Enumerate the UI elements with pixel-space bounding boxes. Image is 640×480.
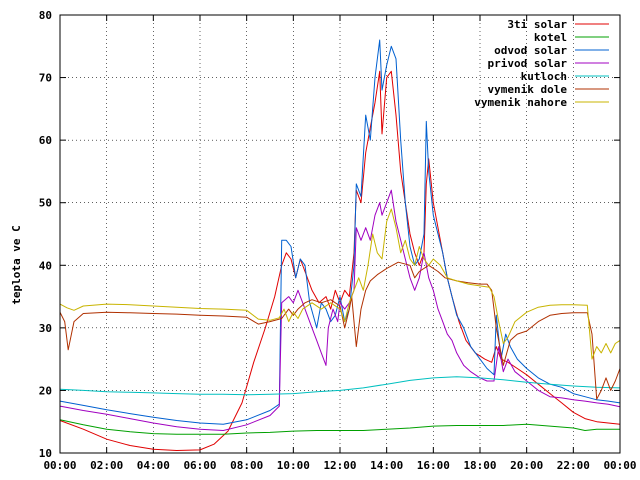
x-tick-label: 22:00 bbox=[557, 459, 590, 472]
legend-label: kotel bbox=[534, 31, 567, 44]
x-tick-label: 08:00 bbox=[230, 459, 263, 472]
y-axis-label: teplota ve C bbox=[10, 225, 23, 304]
legend-label: vymenik nahore bbox=[474, 96, 567, 109]
legend-label: 3ti solar bbox=[507, 18, 567, 31]
y-tick-label: 40 bbox=[39, 259, 52, 272]
series-line-kutloch bbox=[59, 376, 621, 396]
x-tick-label: 14:00 bbox=[370, 459, 403, 472]
y-tick-label: 30 bbox=[39, 322, 52, 335]
plot-frame bbox=[59, 14, 621, 454]
x-tick-label: 00:00 bbox=[43, 459, 76, 472]
axis-ticks: 10 20 30 40 50 60 70 80 00:00 02:00 04:00 06:00 08:0… bbox=[39, 9, 637, 472]
series-line-privod-solar bbox=[59, 189, 621, 431]
y-tick-label: 70 bbox=[39, 72, 52, 85]
legend-label: odvod solar bbox=[494, 44, 567, 57]
x-tick-label: 02:00 bbox=[90, 459, 123, 472]
legend-label: privod solar bbox=[488, 57, 568, 70]
y-tick-label: 20 bbox=[39, 384, 52, 397]
x-tick-label: 04:00 bbox=[137, 459, 170, 472]
y-tick-label: 80 bbox=[39, 9, 52, 22]
series-line-3ti-solar bbox=[59, 70, 621, 451]
series-line-vymenik-nahore bbox=[59, 208, 621, 360]
series-line-odvod-solar bbox=[59, 39, 621, 425]
legend-label: kutloch bbox=[521, 70, 567, 83]
x-tick-label: 06:00 bbox=[183, 459, 216, 472]
series-line-vymenik-dole bbox=[59, 261, 621, 400]
y-tick-label: 50 bbox=[39, 197, 52, 210]
x-tick-label: 12:00 bbox=[323, 459, 356, 472]
y-tick-label: 10 bbox=[39, 447, 52, 460]
x-tick-label: 16:00 bbox=[417, 459, 450, 472]
x-tick-label: 10:00 bbox=[277, 459, 310, 472]
x-tick-label: 18:00 bbox=[463, 459, 496, 472]
x-tick-label: 20:00 bbox=[510, 459, 543, 472]
series-line-kotel bbox=[59, 419, 620, 435]
y-tick-label: 60 bbox=[39, 134, 52, 147]
legend-label: vymenik dole bbox=[488, 83, 568, 96]
x-tick-label: 00:00 bbox=[603, 459, 636, 472]
series-lines bbox=[59, 39, 621, 451]
